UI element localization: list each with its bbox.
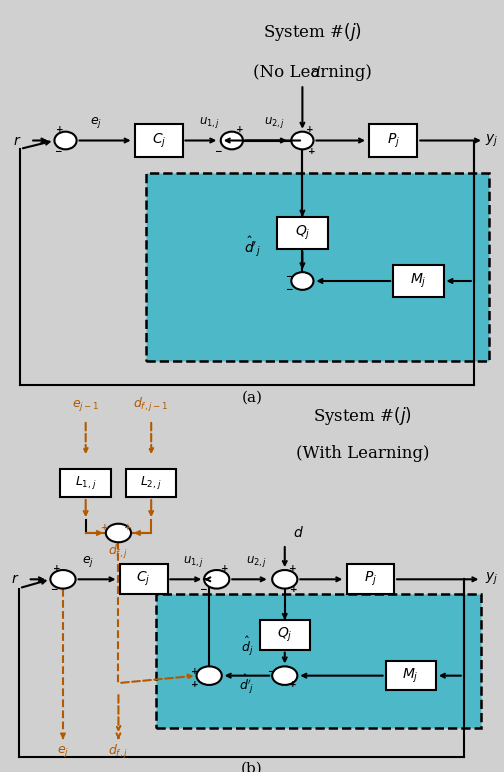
Circle shape [197,666,222,685]
Text: −: − [214,147,221,156]
Text: $y_j$: $y_j$ [485,132,498,149]
Text: (a): (a) [241,391,263,405]
Text: $C_j$: $C_j$ [152,131,166,150]
Text: $r$: $r$ [11,572,19,586]
Circle shape [272,666,297,685]
Text: $P_j$: $P_j$ [387,131,400,150]
Text: +: + [191,680,199,689]
Text: $e_j$: $e_j$ [57,744,69,759]
Text: +: + [306,125,314,134]
Text: $Q_j$: $Q_j$ [294,224,310,242]
Text: $y_j$: $y_j$ [485,571,498,587]
FancyBboxPatch shape [119,564,167,594]
Text: $C_j$: $C_j$ [137,571,151,588]
Text: $u_{1,j}$: $u_{1,j}$ [199,115,220,130]
Circle shape [204,570,229,588]
Text: $u_{1,j}$: $u_{1,j}$ [183,554,205,569]
Text: +: + [307,147,316,156]
Text: (With Learning): (With Learning) [296,445,429,462]
Circle shape [291,273,313,290]
Text: $u_{2,j}$: $u_{2,j}$ [246,554,268,569]
Text: $d$: $d$ [293,526,304,540]
Text: +: + [235,125,243,134]
Text: +: + [191,668,199,676]
Text: (No Learning): (No Learning) [253,64,372,81]
Circle shape [291,132,313,149]
Text: −: − [199,585,206,594]
Text: $M_j$: $M_j$ [410,272,427,290]
Text: $L_{1,j}$: $L_{1,j}$ [75,475,96,492]
Text: $e_j$: $e_j$ [82,554,94,569]
Text: −: − [267,668,274,676]
Circle shape [221,132,243,149]
Text: $\hat{d}_j$: $\hat{d}_j$ [241,635,253,658]
Text: $M_j$: $M_j$ [402,666,419,685]
Text: +: + [52,564,60,574]
Text: $d_{f,j}$: $d_{f,j}$ [108,743,129,760]
FancyBboxPatch shape [126,469,176,497]
Text: −: − [285,273,292,282]
Text: −: − [285,286,292,294]
Circle shape [54,132,77,149]
Text: $L_{2,j}$: $L_{2,j}$ [141,475,162,492]
Text: $d_{f,j}$: $d_{f,j}$ [108,543,129,560]
Text: $Q_j$: $Q_j$ [277,626,293,644]
Text: +: + [289,564,297,574]
Text: −: − [50,585,57,594]
Text: $\hat{d}'_j$: $\hat{d}'_j$ [243,235,261,259]
Circle shape [106,523,131,542]
Text: (b): (b) [241,761,263,772]
Text: $r$: $r$ [14,134,22,147]
Circle shape [272,570,297,588]
Text: +: + [290,585,298,594]
FancyBboxPatch shape [369,124,417,157]
FancyBboxPatch shape [386,661,436,690]
FancyBboxPatch shape [135,124,182,157]
Text: +: + [289,680,297,689]
Text: $\hat{d}'_j$: $\hat{d}'_j$ [239,673,255,696]
Text: $u_{2,j}$: $u_{2,j}$ [264,115,285,130]
Text: +: + [221,564,229,574]
Text: $e_{j-1}$: $e_{j-1}$ [72,398,99,413]
Text: System #$(j)$: System #$(j)$ [313,405,412,427]
Text: $d_{f,j-1}$: $d_{f,j-1}$ [134,396,169,414]
FancyBboxPatch shape [260,620,310,650]
Text: −: − [54,147,61,156]
Text: $d$: $d$ [309,65,321,80]
Text: +: + [100,523,108,532]
Circle shape [50,570,76,588]
FancyBboxPatch shape [156,594,481,727]
Text: System #$(j)$: System #$(j)$ [263,21,362,43]
FancyBboxPatch shape [146,173,489,361]
Text: $P_j$: $P_j$ [364,571,377,588]
FancyBboxPatch shape [347,564,394,594]
Text: +: + [55,125,64,134]
FancyBboxPatch shape [60,469,111,497]
Text: $e_j$: $e_j$ [90,115,102,130]
FancyBboxPatch shape [393,265,444,297]
FancyBboxPatch shape [277,217,328,249]
Text: +: + [123,523,132,532]
